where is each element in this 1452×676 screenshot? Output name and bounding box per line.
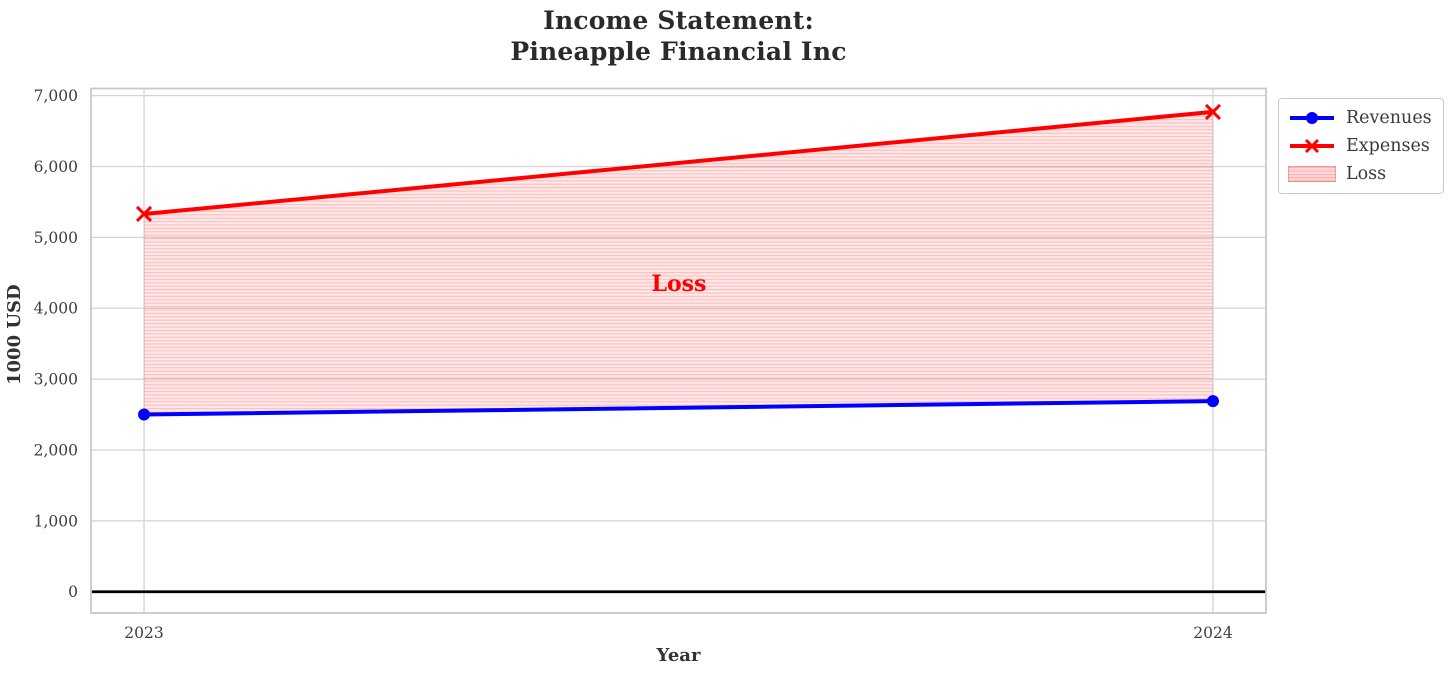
revenues-marker [138, 408, 151, 421]
y-tick-label: 3,000 [34, 371, 78, 389]
y-tick-label: 1,000 [34, 512, 78, 530]
x-tick-label: 2024 [1193, 624, 1233, 642]
legend-label-loss: Loss [1346, 164, 1387, 184]
y-tick-label: 2,000 [34, 441, 78, 459]
expenses-line [142, 109, 1215, 216]
legend-item-revenues: Revenues [1288, 106, 1433, 130]
revenues-marker [1206, 395, 1219, 408]
x-tick-label: 2023 [124, 624, 163, 642]
y-tick-label: 6,000 [34, 158, 78, 176]
x-axis-label: Year [656, 645, 701, 666]
y-tick-label: 0 [68, 583, 78, 601]
legend-label-expenses: Expenses [1346, 136, 1430, 156]
y-tick-label: 7,000 [34, 87, 78, 105]
legend-label-revenues: Revenues [1346, 108, 1432, 128]
chart-title: Income Statement: Pineapple Financial In… [91, 5, 1266, 67]
loss-fill-region [144, 111, 1213, 415]
revenues-legend-marker-icon [1290, 112, 1334, 124]
chart-title-line2: Pineapple Financial Inc [510, 37, 847, 66]
y-tick-label: 5,000 [34, 229, 78, 247]
chart-title-line1: Income Statement: [543, 6, 814, 35]
revenues-line [142, 399, 1215, 417]
expenses-marker [135, 205, 153, 223]
legend: Revenues Expenses Loss [1278, 98, 1444, 194]
expenses-marker [1204, 103, 1222, 120]
plot-border [90, 87, 1267, 614]
legend-item-expenses: Expenses [1288, 134, 1433, 158]
loss-hatch-swatch-icon [1288, 166, 1336, 182]
expenses-legend-marker-icon [1290, 138, 1334, 154]
y-tick-label: 4,000 [34, 300, 78, 318]
legend-item-loss: Loss [1288, 162, 1433, 186]
loss-annotation: Loss [651, 271, 707, 297]
